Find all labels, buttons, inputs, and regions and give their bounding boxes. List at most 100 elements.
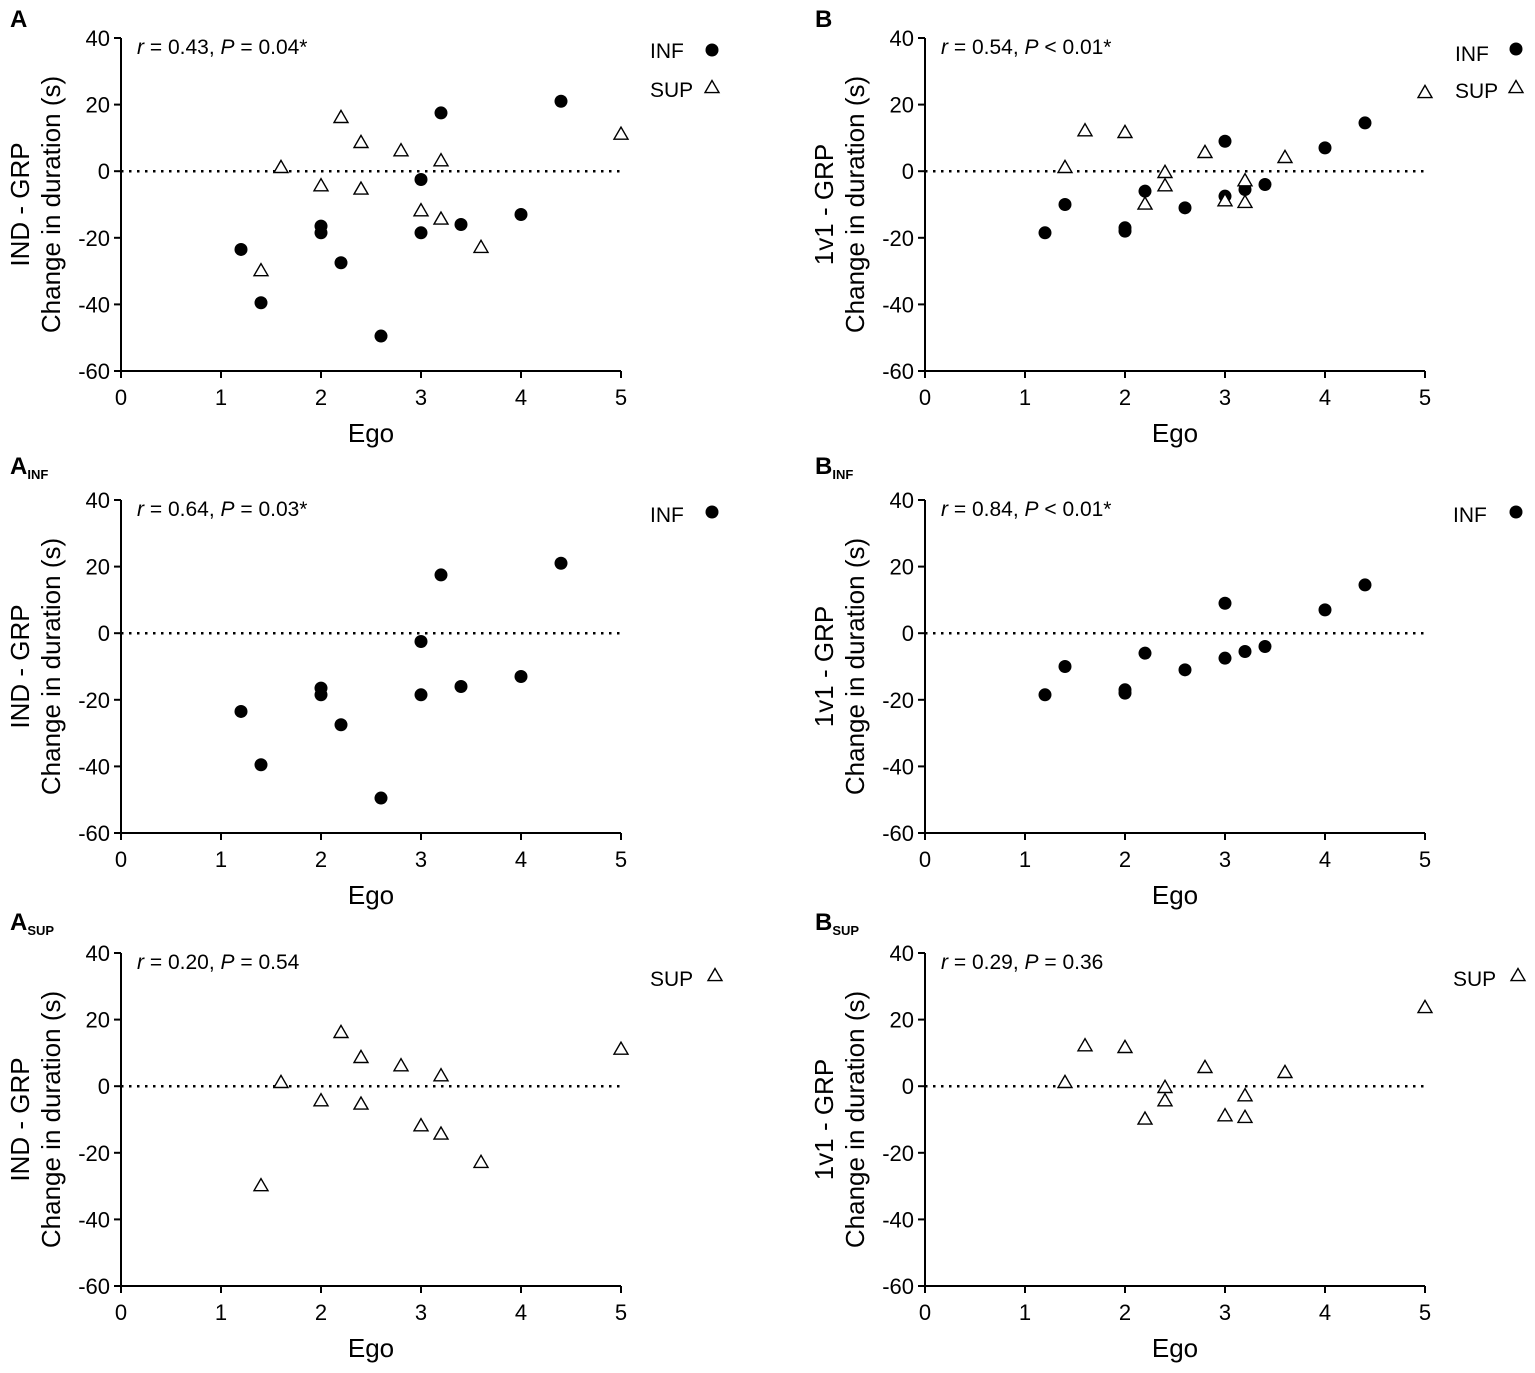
x-axis-title: Ego: [348, 418, 394, 448]
legend-label-inf: INF: [1455, 43, 1489, 66]
panel-label: AINF: [10, 453, 48, 482]
correlation-stat: r = 0.84, P < 0.01*: [941, 498, 1111, 521]
x-tick-label: 3: [1219, 1300, 1231, 1325]
x-tick-label: 5: [1419, 385, 1431, 410]
data-point-sup: [1156, 1092, 1174, 1107]
y-tick-label: -40: [882, 1207, 914, 1232]
y-tick-label: 0: [902, 159, 914, 184]
stat-sep: ,: [209, 498, 221, 521]
data-point-inf: [1178, 663, 1192, 677]
y-axis-title-line1: 1v1 - GRP: [809, 606, 839, 727]
data-point-sup: [252, 1177, 270, 1192]
x-tick-label: 3: [1219, 385, 1231, 410]
y-tick-label: -60: [882, 821, 914, 846]
y-tick-label: 0: [98, 1074, 110, 1099]
x-tick-label: 3: [1219, 847, 1231, 872]
stat-sep: ,: [1013, 36, 1025, 59]
panel-label: B: [815, 6, 832, 33]
data-point-sup: [1156, 177, 1174, 192]
stat-r-symbol: r: [941, 36, 949, 59]
y-axis-title-line2: Change in duration (s): [36, 991, 66, 1248]
data-point-inf: [374, 791, 388, 805]
data-point-inf: [314, 688, 328, 702]
y-axis-title-line1: IND - GRP: [5, 1057, 35, 1181]
data-point-inf: [1118, 686, 1132, 700]
y-tick-label: -40: [78, 1207, 110, 1232]
x-tick-label: 3: [415, 847, 427, 872]
y-axis-title-line2: Change in duration (s): [840, 76, 870, 333]
panel-label: BINF: [815, 453, 853, 482]
stat-p-op: =: [235, 498, 259, 521]
x-tick-label: 0: [919, 1300, 931, 1325]
data-point-sup: [1116, 1039, 1134, 1054]
data-point-inf: [454, 679, 468, 693]
stat-p-value: 0.01*: [1062, 498, 1111, 521]
y-tick-label: 20: [890, 555, 914, 580]
data-point-sup: [612, 125, 630, 140]
panel-label-letter: A: [10, 453, 27, 480]
data-point-inf: [414, 226, 428, 240]
data-point-sup: [1276, 149, 1294, 164]
stat-r-eq: =: [144, 951, 168, 974]
data-point-inf: [1138, 646, 1152, 660]
x-axis-title: Ego: [348, 1333, 394, 1363]
y-axis-title-line1: IND - GRP: [5, 604, 35, 728]
x-tick-label: 4: [515, 1300, 527, 1325]
x-tick-label: 0: [115, 847, 127, 872]
data-point-inf: [1358, 116, 1372, 130]
x-tick-label: 0: [115, 1300, 127, 1325]
x-tick-label: 5: [615, 847, 627, 872]
data-point-sup: [312, 177, 330, 192]
y-tick-label: -60: [882, 359, 914, 384]
stat-p-value: 0.36: [1062, 951, 1103, 974]
x-tick-label: 1: [215, 1300, 227, 1325]
stat-r-value: 0.43: [168, 36, 209, 59]
x-tick-label: 5: [615, 1300, 627, 1325]
stat-p-op: =: [1039, 951, 1063, 974]
data-point-sup: [352, 1049, 370, 1064]
legend-marker-inf: [705, 43, 719, 57]
legend-label-inf: INF: [650, 40, 684, 63]
y-tick-label: 40: [86, 941, 110, 966]
data-point-sup: [272, 159, 290, 174]
data-point-sup: [1416, 998, 1434, 1014]
y-tick-label: 40: [890, 941, 914, 966]
y-tick-label: -40: [882, 292, 914, 317]
data-point-inf: [554, 556, 568, 570]
data-point-sup: [432, 1125, 450, 1140]
data-point-sup: [252, 262, 270, 277]
data-point-inf: [1318, 603, 1332, 617]
panel-label-letter: B: [815, 909, 832, 936]
data-point-sup: [432, 152, 450, 167]
data-point-sup: [1196, 1059, 1214, 1074]
data-point-inf: [234, 242, 248, 256]
stat-r-symbol: r: [137, 498, 145, 521]
legend-marker-inf: [1509, 505, 1523, 519]
data-point-inf: [374, 329, 388, 343]
x-axis-title: Ego: [1152, 418, 1198, 448]
stat-p-symbol: P: [220, 36, 234, 59]
data-point-inf: [434, 568, 448, 582]
data-point-sup: [472, 1153, 490, 1169]
y-tick-label: -60: [78, 1274, 110, 1299]
data-point-sup: [432, 1067, 450, 1082]
x-tick-label: 0: [115, 385, 127, 410]
x-tick-label: 1: [215, 385, 227, 410]
x-axis-title: Ego: [348, 880, 394, 910]
legend-label-sup: SUP: [1453, 968, 1496, 991]
y-tick-label: -20: [882, 226, 914, 251]
legend-marker-sup: [1509, 967, 1527, 982]
panel-label-letter: B: [815, 6, 832, 33]
y-tick-label: 40: [86, 26, 110, 51]
data-point-sup: [1156, 1078, 1174, 1094]
data-point-inf: [1318, 141, 1332, 155]
x-tick-label: 4: [515, 385, 527, 410]
stat-p-symbol: P: [1024, 498, 1038, 521]
data-point-sup: [412, 202, 430, 217]
y-tick-label: -40: [882, 754, 914, 779]
data-point-inf: [1118, 224, 1132, 238]
data-point-sup: [1136, 1110, 1154, 1125]
y-tick-label: -20: [78, 688, 110, 713]
data-point-inf: [1138, 184, 1152, 198]
